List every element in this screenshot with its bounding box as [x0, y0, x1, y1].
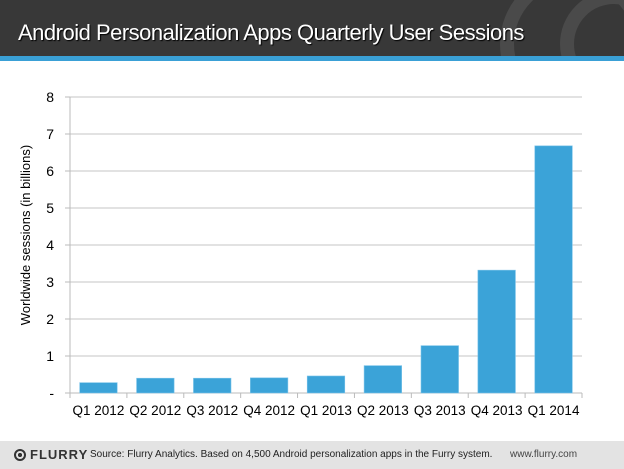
bar: [420, 345, 459, 394]
y-tick-label: 1: [46, 348, 54, 364]
y-tick-label: 8: [46, 89, 54, 105]
bar-chart: Worldwide sessions (in billions) - 1 2 3 4 5 6…: [18, 89, 583, 418]
x-tick-label: Q1 2014: [528, 403, 580, 418]
accent-stripe: [0, 56, 624, 61]
flurry-logo: FLURRY: [14, 447, 88, 462]
y-axis-label: Worldwide sessions (in billions): [18, 145, 33, 325]
x-tick-label: Q1 2013: [300, 403, 352, 418]
y-tick-label: 2: [46, 311, 54, 327]
bar: [136, 377, 175, 394]
page-title: Android Personalization Apps Quarterly U…: [18, 20, 524, 45]
bar: [534, 145, 573, 394]
x-tick-label: Q2 2012: [129, 403, 181, 418]
y-tick-label: 5: [46, 200, 54, 216]
x-tick-label: Q1 2012: [73, 403, 125, 418]
footer: FLURRY Source: Flurry Analytics. Based o…: [0, 441, 624, 469]
bar: [79, 382, 118, 394]
flurry-logo-icon: [14, 448, 26, 461]
x-tick-label: Q3 2012: [186, 403, 238, 418]
bar: [250, 377, 289, 394]
y-tick-label: 7: [46, 126, 54, 142]
bar: [306, 375, 346, 394]
y-tick-label: 3: [46, 274, 54, 290]
x-tick-label: Q4 2012: [243, 403, 295, 418]
header-banner: Android Personalization Apps Quarterly U…: [0, 0, 624, 56]
bar: [193, 377, 232, 394]
y-tick-label: 4: [46, 237, 54, 253]
website-link[interactable]: www.flurry.com: [510, 449, 578, 460]
source-note: Source: Flurry Analytics. Based on 4,500…: [90, 449, 493, 460]
y-tick-label: 6: [46, 163, 54, 179]
logo-text: FLURRY: [30, 447, 89, 462]
x-tick-label: Q4 2013: [471, 403, 523, 418]
y-tick-label: -: [49, 385, 54, 401]
x-tick-label: Q3 2013: [414, 403, 466, 418]
bar: [363, 365, 402, 394]
bar: [477, 269, 516, 394]
x-tick-label: Q2 2013: [357, 403, 409, 418]
